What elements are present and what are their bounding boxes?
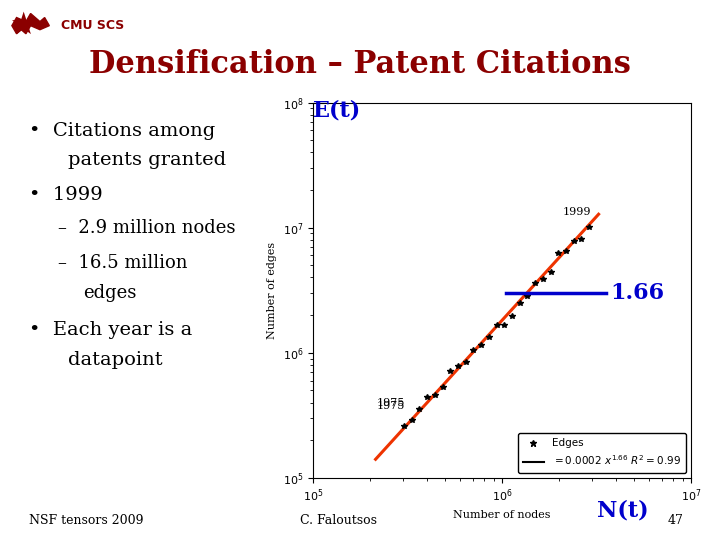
Text: C. Faloutsos: C. Faloutsos [300,514,377,526]
Edges [485,333,493,340]
Text: 1975: 1975 [377,398,405,408]
Text: patents granted: patents granted [68,151,227,169]
Edges [585,224,593,230]
Text: 1.66: 1.66 [610,282,665,304]
Text: 1975: 1975 [377,401,405,411]
Text: CMU SCS: CMU SCS [61,19,125,32]
Edges [469,347,477,353]
Line: fit: fit [376,214,598,460]
Text: datapoint: datapoint [68,351,163,369]
Legend: Edges, $= 0.0002\ x^{1.66}\ R^2{=}0.99$: Edges, $= 0.0002\ x^{1.66}\ R^2{=}0.99$ [518,433,686,472]
Edges [516,300,524,306]
Edges [400,423,408,429]
X-axis label: Number of nodes: Number of nodes [454,510,551,520]
Text: edges: edges [83,284,136,301]
Text: NSF tensors 2009: NSF tensors 2009 [29,514,143,526]
Edges [454,363,462,369]
Edges [531,280,539,286]
Text: 47: 47 [668,514,684,526]
Edges [423,394,431,400]
Edges [446,368,454,374]
Y-axis label: Number of edges: Number of edges [267,242,277,339]
Edges [408,417,416,423]
Line: Edges: Edges [401,224,592,429]
Text: –  16.5 million: – 16.5 million [58,254,187,272]
Edges [554,249,562,256]
fit [594,211,603,218]
Edges [570,238,578,245]
Text: •  1999: • 1999 [29,186,102,204]
Edges [577,235,586,242]
Text: Densification – Patent Citations: Densification – Patent Citations [89,49,631,79]
Text: •  Citations among: • Citations among [29,122,215,139]
Edges [508,313,516,319]
Edges [562,248,570,254]
Text: –  2.9 million nodes: – 2.9 million nodes [58,219,235,237]
Edges [477,342,485,348]
Text: •  Each year is a: • Each year is a [29,321,192,339]
Edges [431,392,439,399]
Polygon shape [12,14,49,33]
Edges [462,359,470,366]
Edges [415,406,423,412]
Text: 1999: 1999 [562,207,590,218]
Text: ★: ★ [9,11,36,40]
Edges [539,276,547,282]
Edges [523,293,531,300]
Edges [500,322,508,328]
Edges [546,269,555,275]
Edges [492,322,501,329]
Edges [438,383,447,390]
Text: E(t): E(t) [313,100,361,122]
fit [372,456,380,463]
Text: N(t): N(t) [597,500,649,522]
